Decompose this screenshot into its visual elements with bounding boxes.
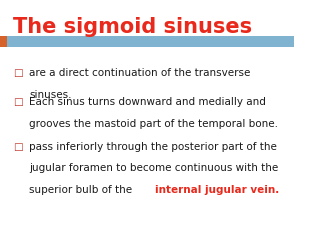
Text: □: □ [13,68,23,78]
Text: are a direct continuation of the transverse: are a direct continuation of the transve… [29,68,251,78]
Text: pass inferiorly through the posterior part of the: pass inferiorly through the posterior pa… [29,142,277,152]
Text: □: □ [13,142,23,152]
Text: sinuses.: sinuses. [29,90,72,100]
Text: superior bulb of the: superior bulb of the [29,185,136,195]
Text: Each sinus turns downward and medially and: Each sinus turns downward and medially a… [29,97,266,107]
Text: internal jugular vein.: internal jugular vein. [156,185,280,195]
FancyBboxPatch shape [0,36,7,47]
Text: □: □ [13,97,23,107]
Text: The sigmoid sinuses: The sigmoid sinuses [13,17,252,37]
FancyBboxPatch shape [0,36,294,47]
Text: jugular foramen to become continuous with the: jugular foramen to become continuous wit… [29,163,279,173]
Text: grooves the mastoid part of the temporal bone.: grooves the mastoid part of the temporal… [29,119,278,129]
